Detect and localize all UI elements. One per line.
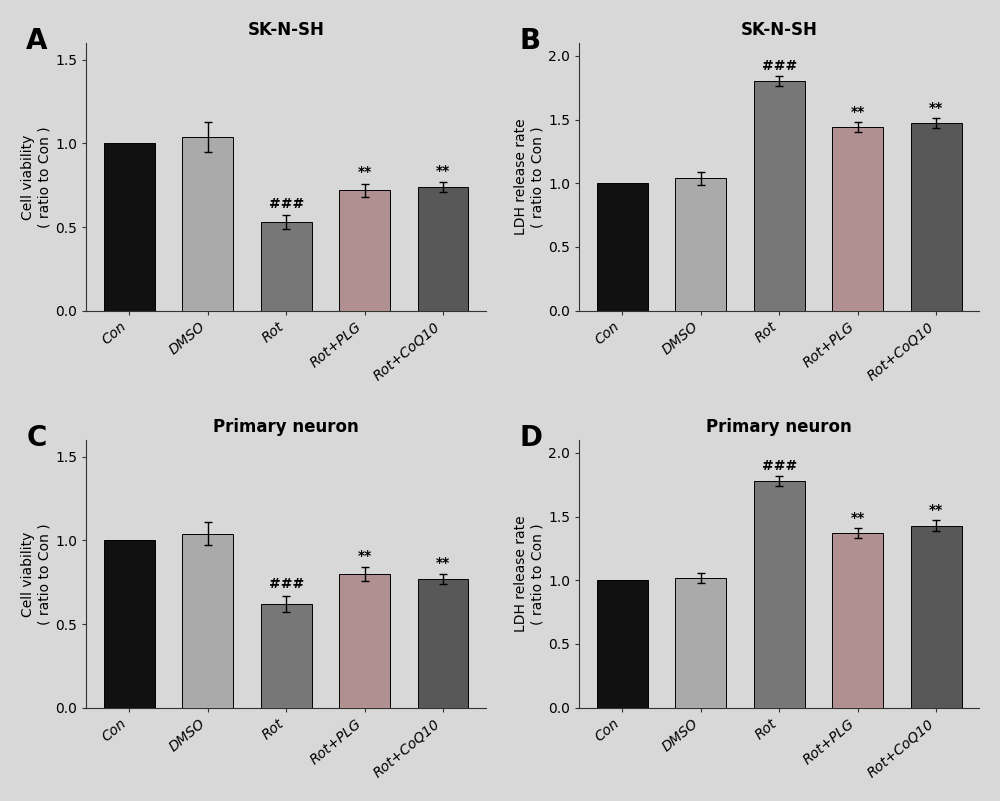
Text: ###: ### — [762, 59, 797, 73]
Bar — [911, 123, 962, 311]
Bar — [597, 183, 648, 311]
Bar — [832, 127, 883, 311]
Text: ###: ### — [269, 197, 304, 211]
Bar — [418, 187, 468, 311]
Title: Primary neuron: Primary neuron — [706, 418, 852, 436]
Text: **: ** — [436, 556, 450, 570]
Bar — [261, 222, 312, 311]
Bar — [754, 82, 805, 311]
Text: **: ** — [357, 549, 372, 563]
Bar — [597, 580, 648, 707]
Bar — [104, 143, 155, 311]
Bar — [339, 574, 390, 707]
Bar — [832, 533, 883, 707]
Bar — [104, 541, 155, 707]
Title: SK-N-SH: SK-N-SH — [248, 21, 325, 38]
Text: ###: ### — [762, 459, 797, 473]
Bar — [675, 178, 726, 311]
Y-axis label: Cell viability
( ratio to Con ): Cell viability ( ratio to Con ) — [21, 126, 51, 227]
Bar — [754, 481, 805, 707]
Title: SK-N-SH: SK-N-SH — [741, 21, 818, 38]
Y-axis label: Cell viability
( ratio to Con ): Cell viability ( ratio to Con ) — [21, 523, 51, 625]
Bar — [339, 191, 390, 311]
Bar — [182, 533, 233, 707]
Text: **: ** — [357, 165, 372, 179]
Text: A: A — [26, 27, 48, 55]
Text: **: ** — [851, 105, 865, 119]
Bar — [911, 525, 962, 707]
Y-axis label: LDH release rate
( ratio to Con ): LDH release rate ( ratio to Con ) — [514, 119, 544, 235]
Bar — [261, 604, 312, 707]
Text: **: ** — [851, 511, 865, 525]
Text: **: ** — [929, 503, 943, 517]
Text: **: ** — [929, 101, 943, 115]
Title: Primary neuron: Primary neuron — [213, 418, 359, 436]
Text: **: ** — [436, 163, 450, 178]
Text: C: C — [26, 425, 47, 452]
Bar — [418, 579, 468, 707]
Text: ###: ### — [269, 578, 304, 591]
Bar — [182, 137, 233, 311]
Text: B: B — [519, 27, 540, 55]
Text: D: D — [519, 425, 542, 452]
Bar — [675, 578, 726, 707]
Y-axis label: LDH release rate
( ratio to Con ): LDH release rate ( ratio to Con ) — [514, 516, 544, 632]
